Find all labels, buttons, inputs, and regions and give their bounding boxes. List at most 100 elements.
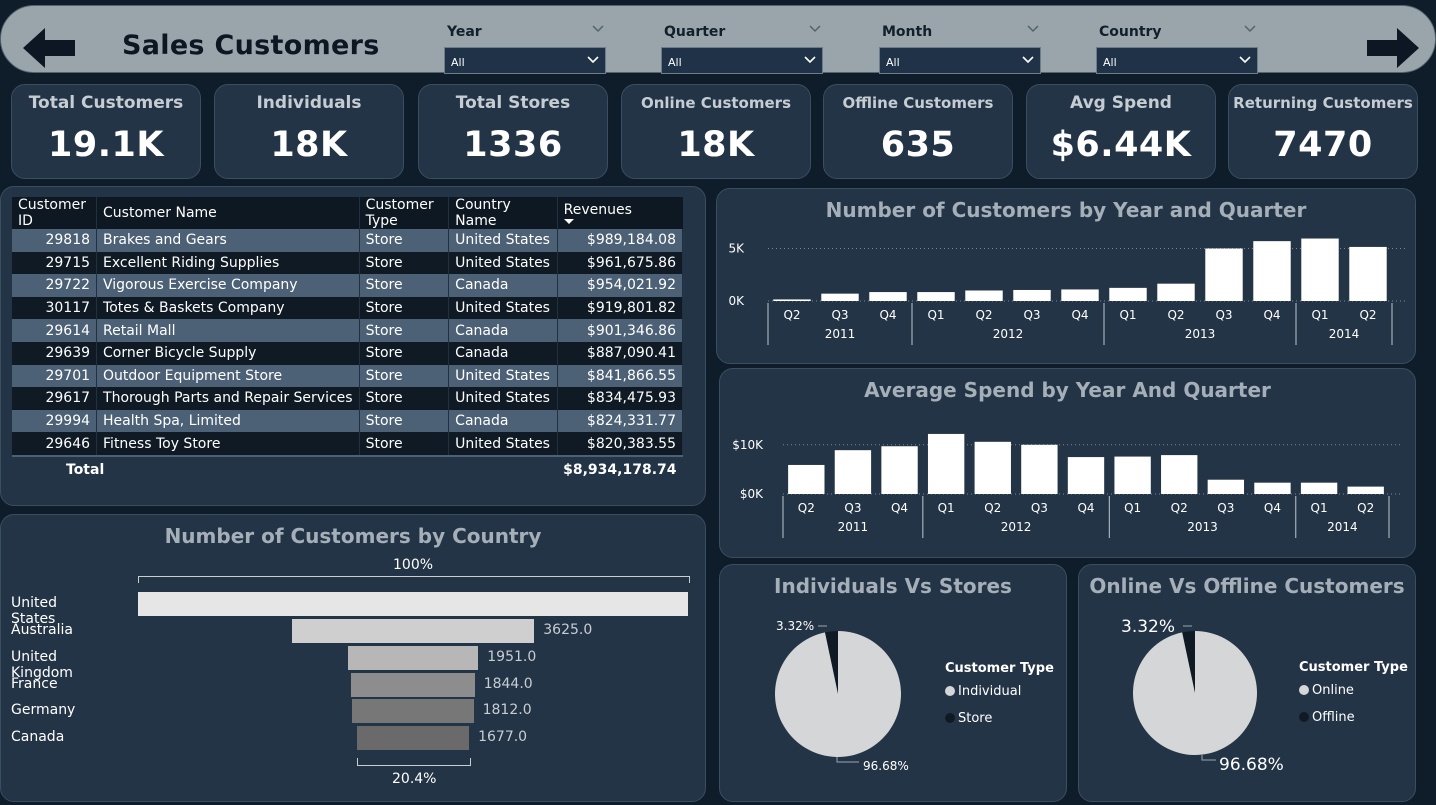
- chevron-down-icon[interactable]: [1027, 23, 1039, 35]
- funnel-bar[interactable]: [356, 726, 470, 750]
- slicer-value: All: [1103, 56, 1117, 69]
- year-dropdown[interactable]: All: [444, 47, 606, 74]
- table-row[interactable]: 29715 Excellent Riding Supplies Store Unite…: [12, 251, 684, 275]
- pie-label-individual: 96.68%: [863, 759, 909, 773]
- chevron-down-icon[interactable]: [592, 23, 604, 35]
- bar[interactable]: [927, 433, 965, 494]
- bar[interactable]: [834, 450, 872, 494]
- x-tick-label: Q3: [1215, 308, 1232, 322]
- chart-title: Online Vs Offline Customers: [1089, 574, 1405, 598]
- chart-title: Number of Customers by Year and Quarter: [825, 198, 1307, 222]
- kpi-avg-spend: Avg Spend $6.44K: [1026, 84, 1216, 179]
- legend-item-online[interactable]: Online: [1299, 683, 1354, 698]
- table-row[interactable]: 29994 Health Spa, Limited Store Canada $824,…: [12, 409, 684, 433]
- funnel-bar[interactable]: [291, 619, 535, 643]
- cell-customer-id: 29818: [12, 229, 98, 252]
- pie-slice-individual[interactable]: [775, 631, 901, 757]
- quarter-dropdown[interactable]: All: [661, 47, 823, 74]
- funnel-bar[interactable]: [351, 673, 475, 697]
- bar[interactable]: [1300, 482, 1338, 494]
- slicer-value: All: [886, 56, 900, 69]
- avg-spend-chart: $0K $10K Q2 Q3 Q4 Q1 Q2 Q3 Q4 Q1 Q2 Q3 Q4 Q1 Q2 2011 201…: [732, 433, 1403, 538]
- table-row[interactable]: 29722 Vigorous Exercise Company Store Canad…: [12, 274, 684, 297]
- page-title: Sales Customers: [122, 30, 380, 61]
- right-arrow-icon[interactable]: [1365, 28, 1419, 68]
- column-header[interactable]: Customer Type: [359, 197, 450, 229]
- x-group-label: 2013: [1187, 520, 1218, 534]
- kpi-value: 18K: [677, 125, 755, 165]
- bar[interactable]: [965, 290, 1003, 302]
- bar[interactable]: [974, 441, 1011, 494]
- kpi-value: 635: [880, 125, 956, 165]
- funnel-bar[interactable]: [138, 592, 688, 616]
- bar[interactable]: [1301, 238, 1339, 301]
- cell-country-name: United States: [448, 251, 558, 275]
- country-dropdown[interactable]: All: [1096, 47, 1258, 74]
- bar[interactable]: [1109, 287, 1147, 301]
- bar[interactable]: [1349, 246, 1387, 301]
- pie-slice-store[interactable]: [824, 631, 838, 694]
- pie-slice-offline[interactable]: [1182, 631, 1195, 693]
- pie-label-online: 96.68%: [1219, 755, 1284, 775]
- x-group-label: 2011: [838, 520, 869, 534]
- kpi-online-customers: Online Customers 18K: [621, 84, 811, 179]
- cell-revenue: $961,675.86: [557, 251, 684, 275]
- funnel-bar[interactable]: [347, 646, 479, 670]
- bar[interactable]: [1205, 248, 1243, 302]
- bar[interactable]: [1207, 479, 1245, 494]
- legend-item-store[interactable]: Store: [945, 711, 992, 726]
- bar[interactable]: [1254, 482, 1291, 494]
- bar[interactable]: [788, 464, 825, 494]
- table-row[interactable]: 29639 Corner Bicycle Supply Store Canada $88…: [12, 341, 684, 365]
- country-slicer[interactable]: Country All: [1096, 23, 1258, 74]
- cell-country-name: United States: [448, 432, 558, 456]
- bar[interactable]: [1061, 289, 1099, 301]
- bar[interactable]: [1067, 457, 1105, 494]
- column-header[interactable]: Country Name: [448, 197, 558, 229]
- legend-marker: [945, 686, 955, 696]
- table-row[interactable]: 29646 Fitness Toy Store Store United States…: [12, 432, 684, 456]
- column-header-sorted[interactable]: Revenues: [557, 197, 683, 229]
- cell-customer-type: Store: [359, 387, 450, 410]
- table-row[interactable]: 29701 Outdoor Equipment Store Store United …: [12, 364, 684, 388]
- bar[interactable]: [773, 299, 811, 301]
- year-slicer[interactable]: Year All: [444, 23, 606, 74]
- bar[interactable]: [1347, 486, 1384, 494]
- quarter-slicer[interactable]: Quarter All: [661, 23, 823, 74]
- table-row[interactable]: 29818 Brakes and Gears Store United States $…: [12, 229, 684, 252]
- table-row[interactable]: 29617 Thorough Parts and Repair Services S…: [12, 387, 684, 410]
- bar[interactable]: [1021, 444, 1058, 494]
- header-bar: Sales Customers Year All Quarter All Mon…: [0, 5, 1436, 74]
- legend-item-offline[interactable]: Offline: [1299, 710, 1355, 725]
- bar[interactable]: [1114, 456, 1151, 494]
- cell-customer-name: Corner Bicycle Supply: [96, 341, 360, 365]
- x-group-label: 2014: [1329, 327, 1360, 341]
- month-slicer[interactable]: Month All: [879, 23, 1041, 74]
- funnel-bar[interactable]: [352, 699, 474, 723]
- chevron-down-icon[interactable]: [809, 23, 821, 35]
- bar[interactable]: [1253, 241, 1291, 301]
- cell-country-name: Canada: [448, 319, 558, 342]
- column-header[interactable]: Customer Name: [96, 197, 360, 229]
- bar[interactable]: [917, 292, 955, 301]
- bar[interactable]: [1161, 455, 1198, 494]
- cell-customer-id: 30117: [12, 296, 98, 320]
- table-row[interactable]: 30117 Totes & Baskets Company Store United …: [12, 296, 684, 320]
- bar[interactable]: [869, 292, 907, 301]
- table-row[interactable]: 29614 Retail Mall Store Canada $901,346.86: [12, 319, 684, 342]
- bar[interactable]: [1157, 283, 1195, 301]
- bar[interactable]: [881, 446, 918, 494]
- total-value: $8,934,178.74: [557, 454, 683, 483]
- column-header[interactable]: Customer ID: [12, 197, 98, 229]
- bar[interactable]: [1013, 289, 1051, 301]
- legend-label: Store: [958, 711, 993, 726]
- cell-revenue: $887,090.41: [557, 341, 684, 365]
- left-arrow-icon[interactable]: [23, 28, 77, 68]
- chevron-down-icon[interactable]: [1244, 23, 1256, 35]
- x-group-label: 2013: [1185, 327, 1216, 341]
- pie-slice-online[interactable]: [1133, 631, 1257, 755]
- bar[interactable]: [821, 293, 859, 301]
- month-dropdown[interactable]: All: [879, 47, 1041, 74]
- kpi-label: Total Customers: [28, 93, 184, 113]
- legend-item-individual[interactable]: Individual: [945, 684, 1021, 699]
